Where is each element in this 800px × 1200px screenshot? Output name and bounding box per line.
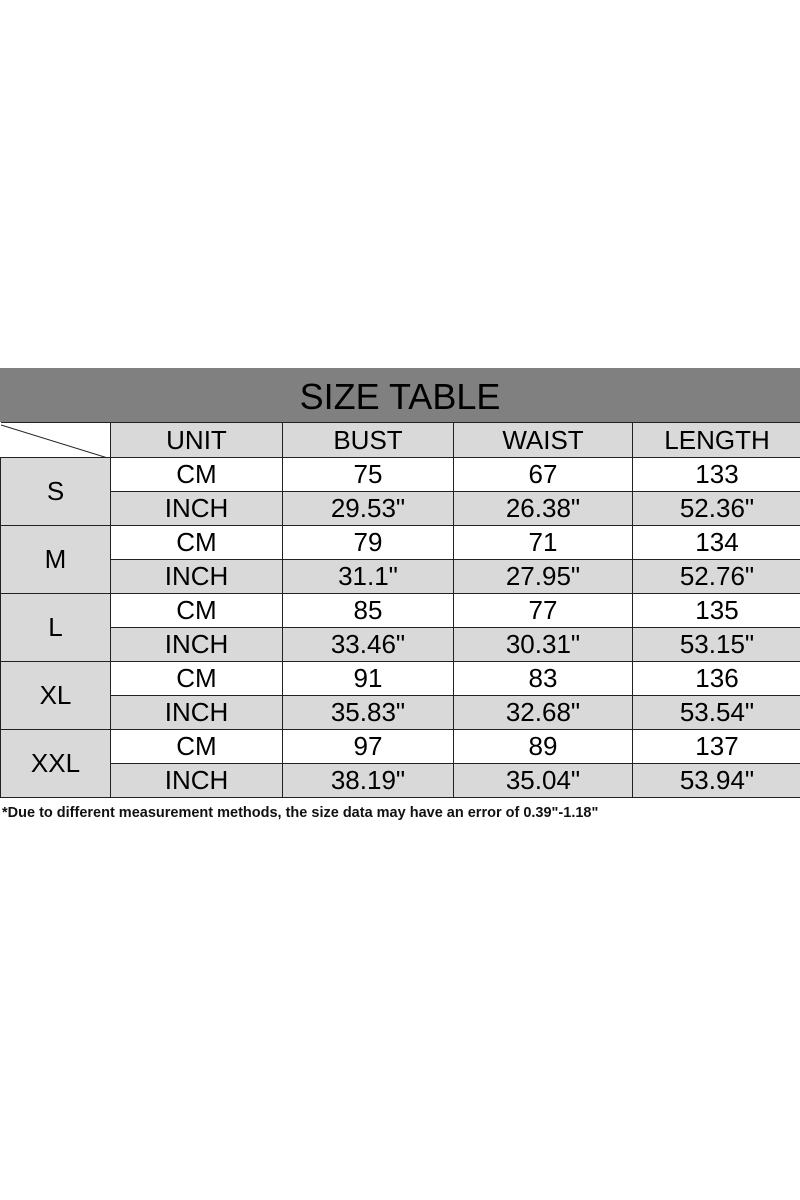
- cell-unit: INCH: [110, 559, 283, 594]
- cell-unit: CM: [110, 457, 283, 492]
- size-label: XL: [0, 661, 111, 730]
- cell-unit: CM: [110, 525, 283, 560]
- cell-length: 135: [632, 593, 800, 628]
- cell-length: 52.76": [632, 559, 800, 594]
- cell-length: 133: [632, 457, 800, 492]
- cell-waist: 27.95": [453, 559, 633, 594]
- cell-waist: 32.68": [453, 695, 633, 730]
- header-waist: WAIST: [453, 422, 633, 458]
- cell-length: 136: [632, 661, 800, 696]
- cell-waist: 26.38": [453, 491, 633, 526]
- table-row-inch: INCH 35.83" 32.68" 53.54": [1, 695, 800, 730]
- cell-bust: 31.1": [282, 559, 454, 594]
- cell-waist: 77: [453, 593, 633, 628]
- cell-bust: 75: [282, 457, 454, 492]
- table-row-inch: INCH 31.1" 27.95" 52.76": [1, 559, 800, 594]
- cell-waist: 71: [453, 525, 633, 560]
- cell-waist: 67: [453, 457, 633, 492]
- cell-waist: 89: [453, 729, 633, 764]
- cell-bust: 85: [282, 593, 454, 628]
- header-row: UNIT BUST WAIST LENGTH: [0, 422, 800, 458]
- cell-bust: 91: [282, 661, 454, 696]
- cell-unit: INCH: [110, 763, 283, 798]
- table-row-cm: M CM 79 71 134: [0, 525, 800, 594]
- header-bust: BUST: [282, 422, 454, 458]
- table-title: SIZE TABLE: [0, 368, 800, 422]
- table-row-cm: L CM 85 77 135: [0, 593, 800, 662]
- cell-unit: CM: [110, 661, 283, 696]
- header-unit: UNIT: [110, 422, 283, 458]
- table-row-cm: XL CM 91 83 136: [0, 661, 800, 730]
- cell-bust: 38.19": [282, 763, 454, 798]
- cell-bust: 79: [282, 525, 454, 560]
- cell-bust: 97: [282, 729, 454, 764]
- cell-unit: CM: [110, 593, 283, 628]
- table-row-inch: INCH 38.19" 35.04" 53.94": [1, 763, 800, 798]
- cell-length: 53.54": [632, 695, 800, 730]
- diagonal-corner-cell: [0, 422, 111, 458]
- size-label: M: [0, 525, 111, 594]
- cell-unit: INCH: [110, 695, 283, 730]
- cell-unit: INCH: [110, 491, 283, 526]
- table-row-inch: INCH 33.46" 30.31" 53.15": [1, 627, 800, 662]
- cell-unit: INCH: [110, 627, 283, 662]
- cell-length: 52.36": [632, 491, 800, 526]
- cell-length: 53.94": [632, 763, 800, 798]
- cell-waist: 83: [453, 661, 633, 696]
- table-row-cm: XXL CM 97 89 137: [0, 729, 800, 798]
- cell-length: 134: [632, 525, 800, 560]
- header-length: LENGTH: [632, 422, 800, 458]
- size-label: L: [0, 593, 111, 662]
- size-label: S: [0, 457, 111, 526]
- size-label: XXL: [0, 729, 111, 798]
- cell-bust: 29.53": [282, 491, 454, 526]
- cell-waist: 30.31": [453, 627, 633, 662]
- cell-unit: CM: [110, 729, 283, 764]
- size-table: UNIT BUST WAIST LENGTH S CM 75 67 133 INCH 29.…: [0, 422, 800, 798]
- table-row-cm: S CM 75 67 133: [0, 457, 800, 526]
- cell-bust: 33.46": [282, 627, 454, 662]
- cell-length: 137: [632, 729, 800, 764]
- cell-waist: 35.04": [453, 763, 633, 798]
- table-row-inch: INCH 29.53" 26.38" 52.36": [1, 491, 800, 526]
- measurement-note: *Due to different measurement methods, t…: [2, 805, 599, 821]
- cell-length: 53.15": [632, 627, 800, 662]
- cell-bust: 35.83": [282, 695, 454, 730]
